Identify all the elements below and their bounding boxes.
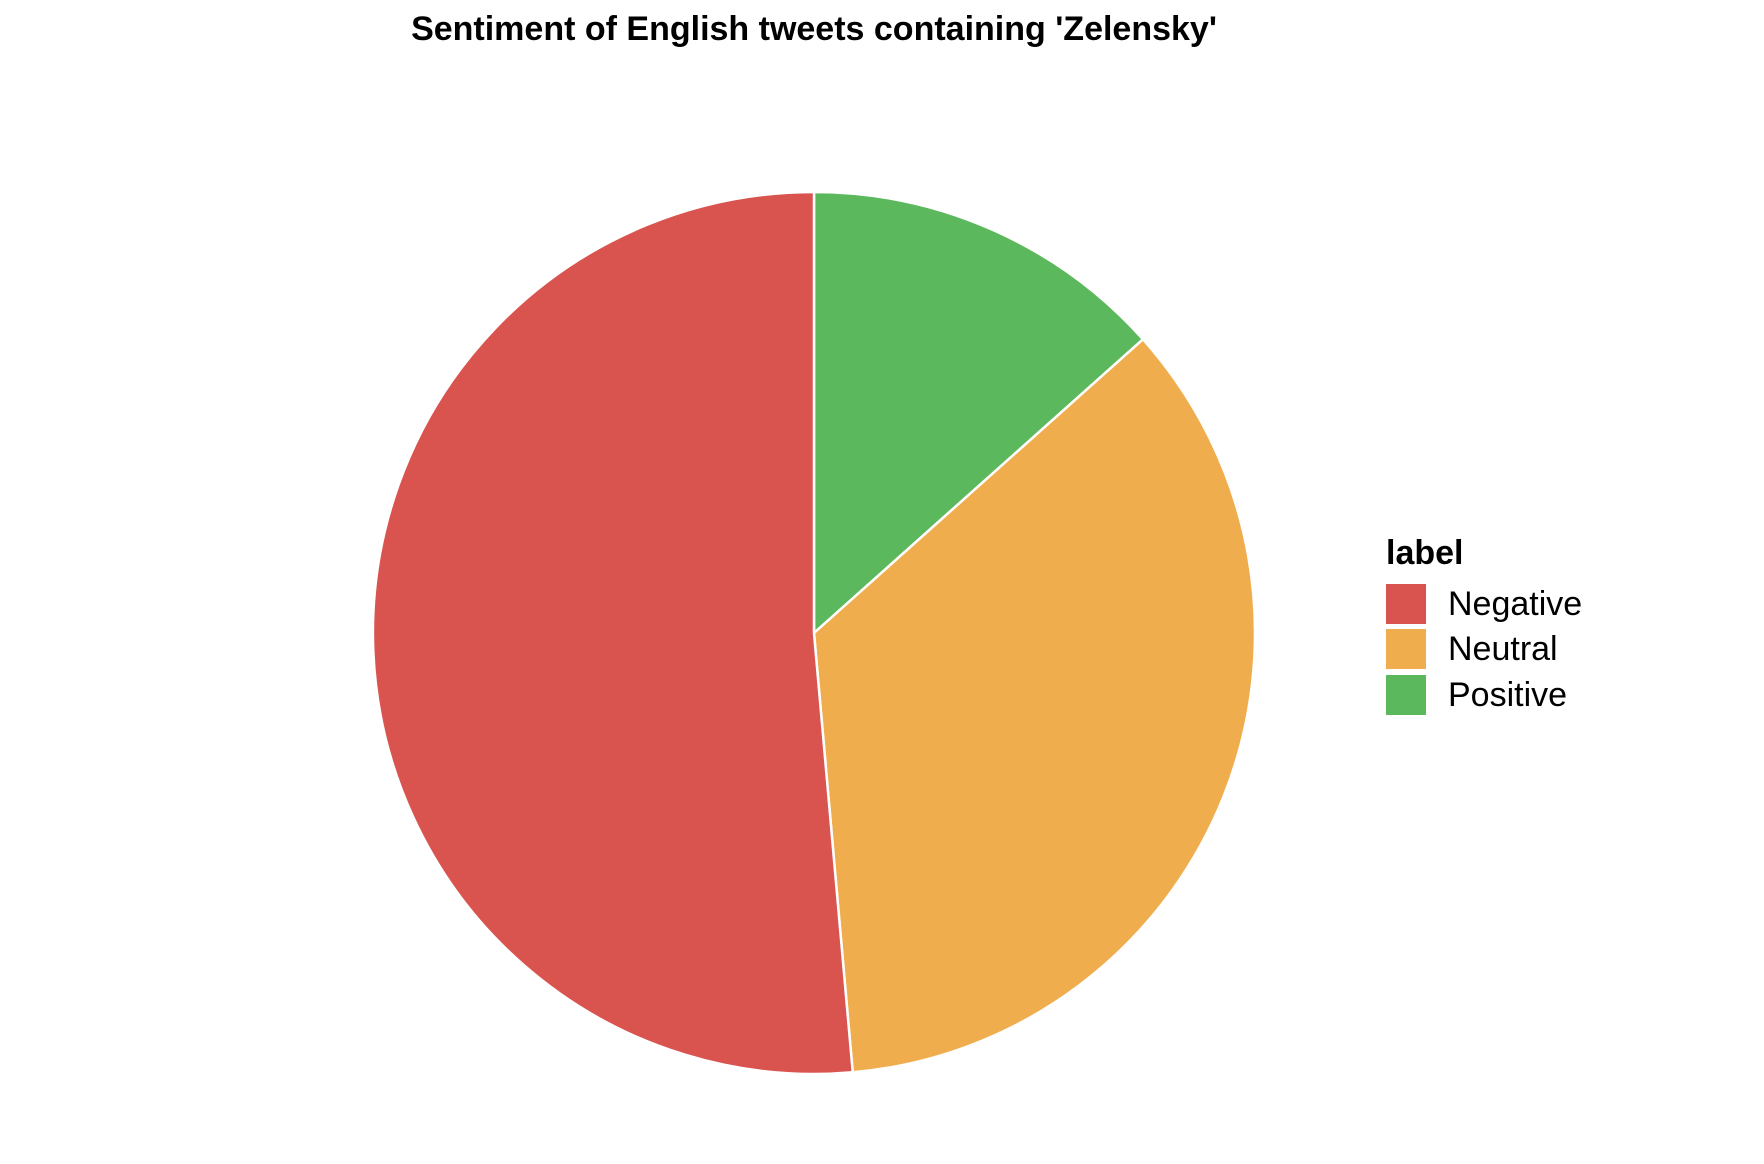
legend-swatch-neutral [1386, 629, 1426, 670]
legend-item-positive: Positive [1386, 672, 1582, 718]
legend-title: label [1386, 534, 1464, 572]
pie-slice-negative [371, 190, 854, 1076]
legend: label Negative Neutral Positive [1386, 533, 1582, 718]
legend-item-negative: Negative [1386, 581, 1582, 627]
pie-slice-positive [812, 190, 1145, 635]
legend-swatch-negative [1386, 583, 1426, 624]
legend-label-negative: Negative [1448, 584, 1583, 623]
pie-slices [371, 190, 1257, 1076]
legend-items: Negative Neutral Positive [1386, 581, 1582, 718]
legend-item-neutral: Neutral [1386, 627, 1582, 673]
legend-swatch-positive [1386, 674, 1426, 715]
legend-label-positive: Positive [1448, 675, 1568, 714]
pie-slice-neutral [812, 338, 1257, 1074]
chart-title: Sentiment of English tweets containing '… [411, 10, 1217, 48]
legend-label-neutral: Neutral [1448, 630, 1558, 669]
